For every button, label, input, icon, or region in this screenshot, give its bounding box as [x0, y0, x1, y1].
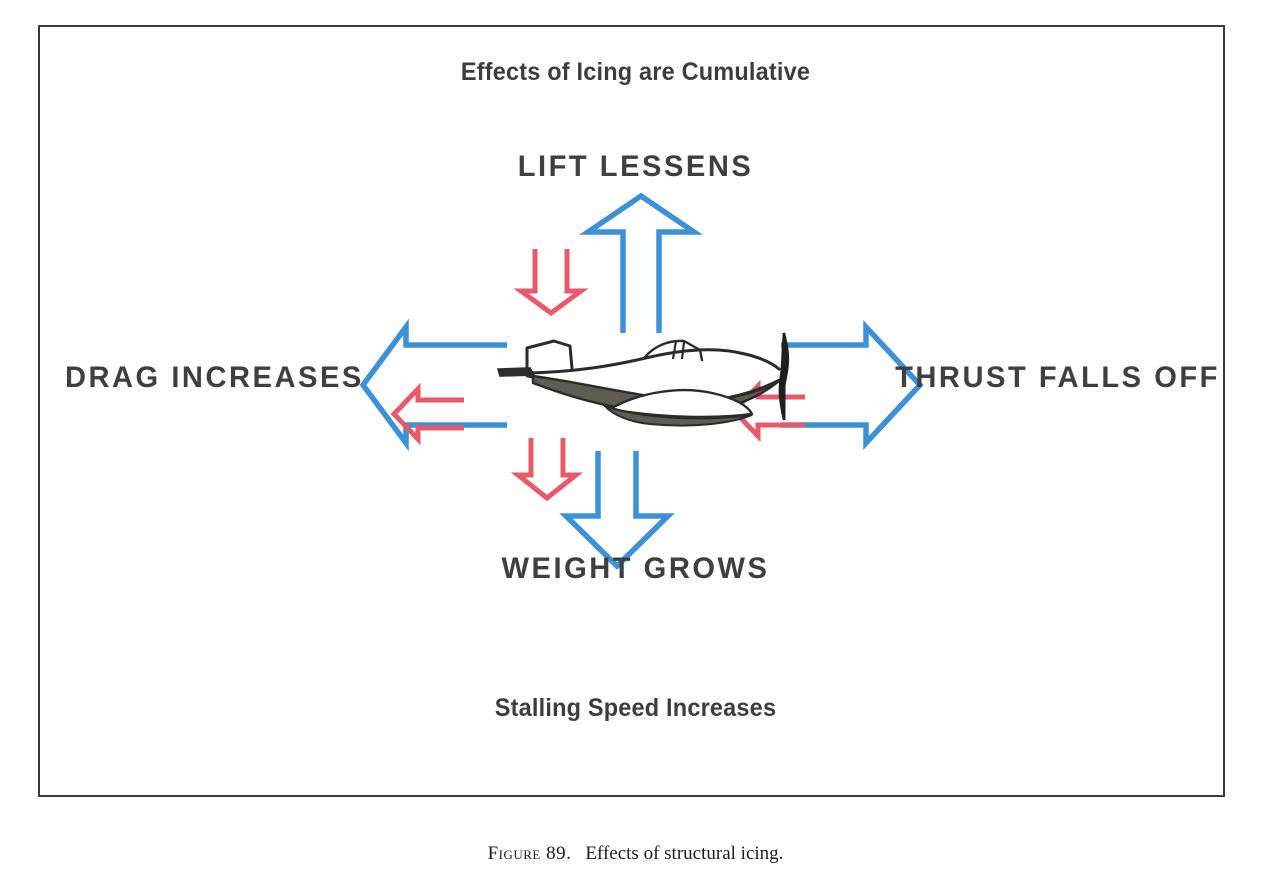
- page-title: Effects of Icing are Cumulative: [460, 58, 811, 86]
- figure-caption-text: Effects of structural icing.: [585, 843, 784, 864]
- figure-caption: Figure 89. Effects of structural icing.: [0, 843, 1271, 865]
- force-label-lift: LIFT LESSENS: [517, 150, 754, 183]
- figure-number: Figure 89.: [487, 843, 572, 864]
- force-label-drag: DRAG INCREASES: [64, 361, 364, 394]
- figure-frame: [38, 25, 1225, 797]
- force-label-thrust: THRUST FALLS OFF: [895, 361, 1220, 394]
- force-label-weight: WEIGHT GROWS: [501, 552, 770, 585]
- subtitle-stalling-speed: Stalling Speed Increases: [494, 694, 777, 722]
